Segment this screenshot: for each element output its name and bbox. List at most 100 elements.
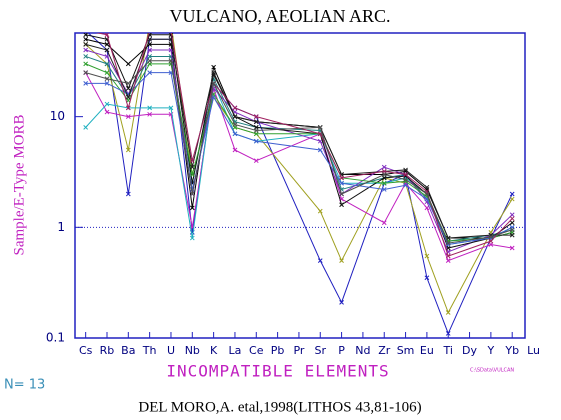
data-point: [424, 253, 430, 259]
x-tick-label: U: [167, 344, 175, 357]
x-tick-label: Zr: [378, 344, 391, 357]
data-point: [317, 125, 323, 130]
data-point: [104, 109, 110, 115]
data-point: [253, 158, 259, 164]
data-point: [125, 191, 131, 197]
data-point: [509, 216, 515, 221]
chart-title: VULCANO, AEOLIAN ARC.: [169, 6, 390, 26]
series-line: [85, 72, 513, 262]
file-note: C:\SData\VULCAN: [470, 368, 514, 374]
series-line: [85, 34, 513, 249]
y-tick-label: 1: [57, 220, 65, 234]
data-point: [104, 101, 110, 107]
data-point: [125, 147, 131, 153]
x-tick-label: Ti: [443, 344, 453, 357]
series-line: [87, 33, 513, 335]
x-tick-label: Eu: [420, 344, 434, 357]
data-point: [381, 164, 387, 170]
data-point: [147, 111, 152, 117]
data-point: [232, 131, 238, 137]
data-point: [509, 232, 515, 238]
x-tick-label: Lu: [527, 344, 540, 357]
data-point: [317, 258, 323, 263]
data-point: [189, 172, 195, 177]
data-point: [403, 167, 408, 173]
data-point: [125, 86, 131, 91]
data-point: [147, 105, 152, 111]
data-point: [104, 76, 110, 82]
x-tick-label: Cs: [79, 344, 93, 357]
data-point: [509, 196, 515, 202]
x-tick-label: Pr: [293, 344, 304, 357]
series-line: [85, 63, 513, 242]
data-point: [83, 47, 89, 53]
data-point: [445, 310, 451, 315]
data-point: [509, 227, 515, 233]
data-point: [253, 119, 259, 125]
series-line: [85, 38, 513, 239]
plot-area: [83, 29, 515, 336]
data-point: [125, 114, 131, 120]
data-point: [253, 114, 259, 120]
data-point: [84, 29, 88, 33]
data-point: [488, 234, 494, 240]
data-point: [381, 172, 387, 177]
data-point: [339, 191, 344, 197]
x-tick-label: Nd: [355, 344, 370, 357]
data-point: [424, 275, 430, 281]
data-point: [381, 180, 387, 186]
data-point: [509, 191, 515, 197]
data-point: [211, 70, 216, 75]
data-point: [232, 122, 238, 127]
data-point: [211, 80, 216, 86]
data-point: [403, 172, 408, 177]
data-point: [148, 29, 152, 33]
series-line: [85, 33, 513, 314]
x-tick-label: Ce: [249, 344, 264, 357]
data-point: [189, 191, 195, 197]
data-point: [339, 180, 344, 186]
x-tick-label: Pb: [271, 344, 285, 357]
x-tick-label: Y: [487, 344, 495, 357]
data-point: [104, 80, 110, 86]
citation: DEL MORO,A. etal,1998(LITHOS 43,81-106): [138, 399, 421, 415]
data-point: [169, 29, 173, 33]
data-point: [83, 125, 89, 130]
series-line: [85, 38, 513, 239]
data-point: [83, 80, 89, 86]
data-point: [211, 94, 216, 100]
data-point: [147, 58, 152, 64]
data-point: [104, 54, 110, 59]
data-point: [125, 80, 131, 86]
x-tick-label: K: [210, 344, 218, 357]
data-point: [189, 158, 195, 164]
data-point: [125, 94, 131, 100]
data-point: [83, 42, 89, 47]
data-point: [424, 191, 430, 197]
data-point: [445, 240, 451, 246]
data-point: [83, 61, 89, 67]
data-point: [104, 33, 110, 38]
data-point: [104, 70, 110, 75]
data-point: [403, 182, 408, 188]
data-point: [445, 258, 451, 263]
x-tick-label: Ba: [121, 344, 135, 357]
x-axis-label: INCOMPATIBLE ELEMENTS: [166, 362, 389, 381]
x-tick-label: Sr: [315, 344, 327, 357]
data-point: [83, 36, 89, 42]
data-point: [147, 54, 152, 59]
y-tick-label: 10: [50, 109, 65, 123]
data-point: [211, 64, 216, 70]
data-point: [104, 47, 110, 53]
data-point: [509, 245, 515, 251]
data-point: [253, 138, 259, 144]
data-point: [424, 205, 430, 211]
data-point: [232, 114, 238, 120]
data-point: [83, 70, 89, 75]
data-point: [189, 164, 195, 170]
x-tick-label: La: [229, 344, 242, 357]
data-point: [339, 202, 344, 208]
data-point: [509, 212, 515, 218]
data-point: [232, 147, 238, 153]
